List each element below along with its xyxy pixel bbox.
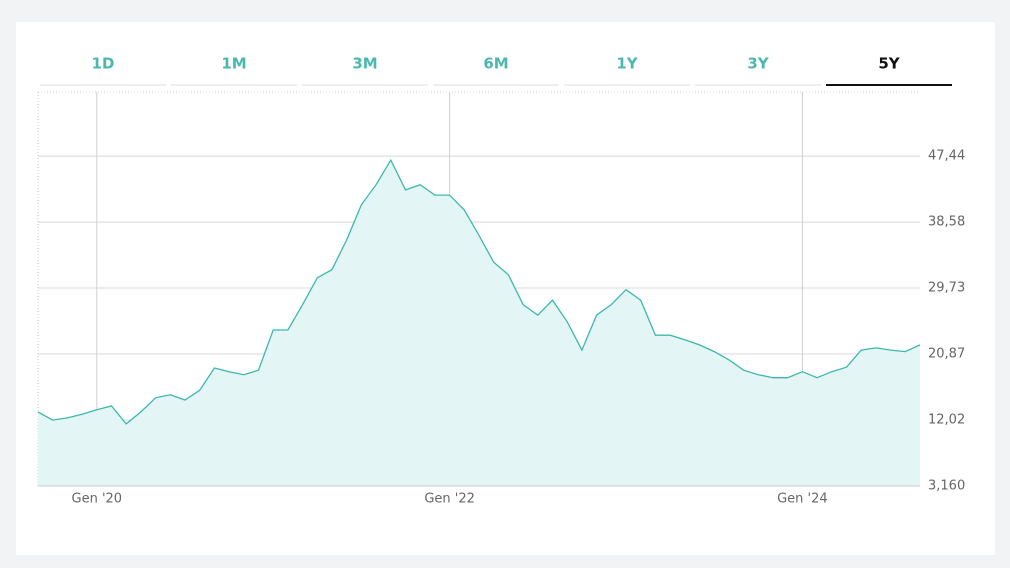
- tab-label[interactable]: 1Y: [616, 55, 638, 73]
- y-tick-label: 3,160: [928, 479, 965, 494]
- y-tick-label: 38,58: [928, 215, 965, 230]
- y-tick-label: 47,44: [928, 149, 965, 164]
- tab-label[interactable]: 1M: [221, 55, 246, 73]
- x-tick-label: Gen '22: [424, 492, 475, 507]
- y-tick-label: 12,02: [928, 412, 965, 427]
- tab-label[interactable]: 1D: [92, 55, 115, 73]
- tab-label[interactable]: 5Y: [878, 55, 900, 73]
- tab-label[interactable]: 3M: [352, 55, 377, 73]
- x-tick-label: Gen '24: [777, 492, 828, 507]
- tab-label[interactable]: 3Y: [747, 55, 769, 73]
- x-tick-label: Gen '20: [72, 492, 123, 507]
- tab-label[interactable]: 6M: [483, 55, 508, 73]
- price-line: [37, 158, 921, 425]
- area-fill: [38, 160, 920, 486]
- y-tick-label: 20,87: [928, 347, 965, 362]
- y-tick-label: 29,73: [928, 281, 965, 296]
